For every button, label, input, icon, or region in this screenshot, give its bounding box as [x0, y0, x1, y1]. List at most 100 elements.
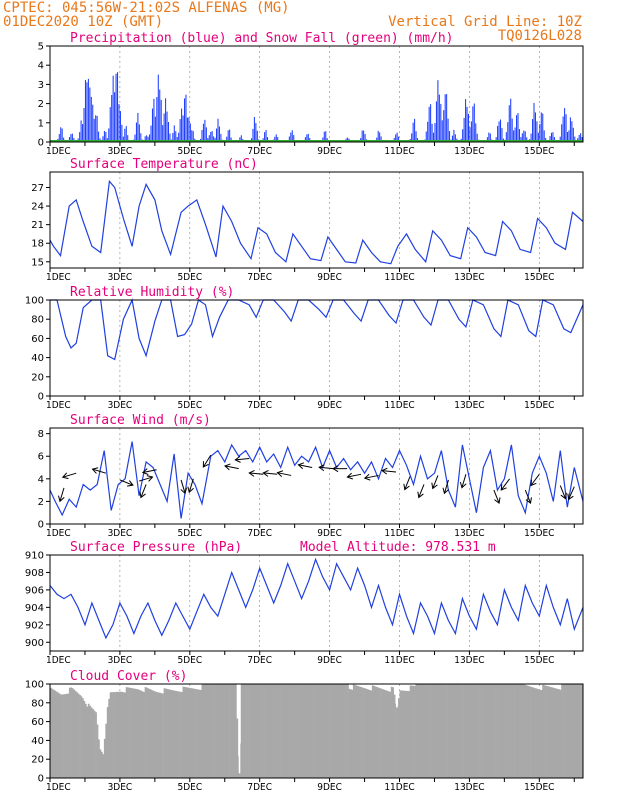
wind-arrow-head	[127, 480, 134, 487]
wind-arrow	[524, 489, 531, 504]
cloud-bar	[352, 684, 355, 778]
precip-bar	[252, 128, 254, 142]
cloud-bar	[319, 684, 322, 778]
humidity-title: Relative Humidity (%)	[70, 285, 234, 300]
wind-arrow-head	[139, 491, 146, 499]
y-tick-label: 60	[31, 717, 44, 728]
cloud-bar	[128, 687, 131, 778]
x-tick-label: 3DEC	[108, 655, 133, 666]
precip-bar	[447, 118, 449, 142]
x-tick-label: 7DEC	[247, 272, 272, 283]
cloud-bar	[141, 691, 144, 778]
cloud-bar	[469, 684, 472, 778]
wind-arrow	[249, 472, 264, 475]
cloud-bar	[122, 692, 125, 778]
precip-bar	[98, 131, 100, 142]
cloud-panel: Cloud Cover (%) 0 20 40 60 80 100 1DEC 3DEC 5DEC 7…	[25, 669, 584, 793]
precip-bar	[159, 89, 161, 142]
precip-bar	[227, 130, 229, 142]
precip-bar	[118, 104, 120, 142]
wind-arrow	[298, 464, 313, 469]
precip-bar	[499, 119, 502, 142]
cloud-bar	[396, 705, 399, 778]
pressure-title: Surface Pressure (hPa)	[70, 540, 242, 555]
cloud-bar	[310, 684, 313, 778]
cloud-bar	[501, 684, 504, 778]
precipitation-title: Precipitation (blue) and Snow Fall (gree…	[70, 31, 454, 46]
cloud-bar	[419, 684, 422, 778]
precip-bar	[307, 133, 309, 142]
cloud-bar	[242, 684, 244, 778]
cloud-bar	[178, 691, 180, 778]
cloud-bar	[367, 689, 370, 778]
cloud-bar	[173, 690, 176, 778]
cloud-bar	[431, 684, 434, 778]
cloud-bar	[135, 689, 138, 778]
x-tick-label: 13DEC	[454, 146, 484, 157]
precip-bar	[265, 130, 267, 142]
x-tick-label: 7DEC	[247, 400, 272, 411]
precip-bar	[127, 135, 129, 142]
cloud-bar	[301, 684, 304, 778]
precip-bar	[108, 128, 110, 142]
cloud-bar	[261, 684, 263, 778]
cloud-bar	[211, 684, 214, 778]
cloud-bar	[520, 684, 523, 778]
cloud-bar	[198, 689, 201, 778]
cloud-bar	[293, 684, 295, 778]
x-tick-label: 9DEC	[317, 400, 342, 411]
precip-bar	[92, 104, 94, 142]
precip-bar	[86, 82, 88, 142]
precip-bar	[208, 135, 210, 142]
cloud-bar	[103, 738, 106, 778]
wind-arrow-head	[262, 469, 269, 477]
x-tick-label: 13DEC	[454, 272, 484, 283]
cloud-bar	[268, 684, 271, 778]
cloud-bar	[495, 684, 498, 778]
x-tick-label: 1DEC	[46, 400, 71, 411]
cloud-bar	[234, 684, 237, 778]
cloud-bar	[472, 684, 475, 778]
precip-bar	[467, 113, 470, 142]
precip-bar	[186, 117, 188, 142]
cloud-bar	[269, 684, 272, 778]
cloud-bar	[447, 684, 450, 778]
cloud-bar	[467, 684, 470, 778]
precip-bar	[486, 137, 488, 142]
x-tick-label: 11DEC	[384, 528, 414, 539]
wind-arrow	[418, 484, 425, 498]
precip-bar	[163, 113, 165, 142]
y-tick-label: 27	[31, 183, 44, 194]
precip-bar	[89, 87, 91, 142]
precip-bar	[103, 130, 105, 142]
wind-arrow	[119, 479, 134, 486]
cloud-bar	[498, 684, 501, 778]
x-tick-label: 15DEC	[524, 146, 554, 157]
cloud-bar	[221, 684, 224, 778]
precip-bar	[438, 94, 440, 142]
cloud-bar	[374, 686, 377, 778]
cloud-bar	[194, 688, 196, 778]
cloud-bar	[250, 684, 253, 778]
cloud-bar	[147, 688, 150, 778]
cloud-bar	[167, 689, 170, 778]
x-tick-label: 1DEC	[46, 528, 71, 539]
cloud-bar	[433, 684, 435, 778]
cloud-bar	[93, 710, 96, 778]
x-tick-label: 9DEC	[317, 655, 342, 666]
cloud-bar	[312, 684, 314, 778]
cloud-bar	[271, 684, 274, 778]
wind-arrow	[92, 468, 107, 474]
cloud-bar	[119, 691, 122, 778]
wind-arrow-head	[560, 492, 567, 500]
temperature-series-line	[49, 179, 584, 265]
precip-bar	[550, 132, 553, 142]
cloud-bar	[133, 688, 135, 778]
precip-bar	[534, 112, 536, 142]
precip-bar	[542, 113, 544, 142]
precip-bar	[543, 130, 545, 142]
wind-series-line	[49, 441, 584, 519]
y-tick-label: 60	[31, 334, 44, 345]
precip-bar	[185, 94, 187, 142]
cloud-bar	[333, 684, 336, 778]
